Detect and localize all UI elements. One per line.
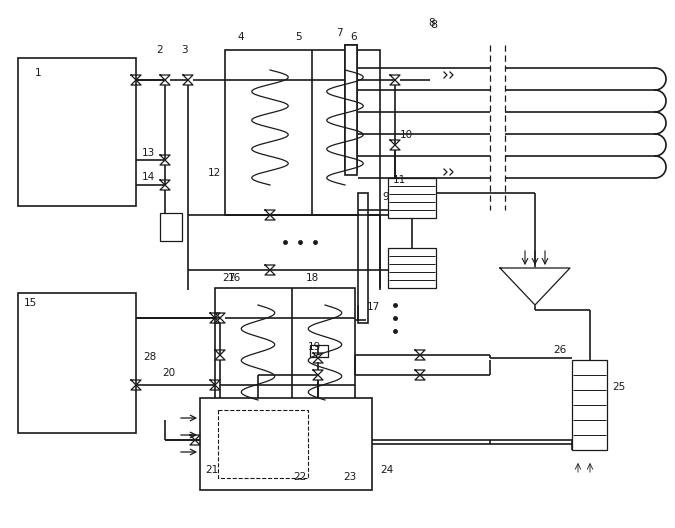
Text: 25: 25 [612, 382, 625, 392]
Text: 1: 1 [35, 68, 42, 78]
Text: 20: 20 [162, 368, 175, 378]
Bar [160, 213, 182, 241]
Text: 18: 18 [306, 273, 319, 283]
Text: 22: 22 [293, 472, 306, 482]
Text: 2: 2 [156, 45, 163, 55]
Text: 23: 23 [343, 472, 356, 482]
Text: 6: 6 [350, 32, 356, 42]
Bar [358, 193, 368, 323]
Text: 16: 16 [228, 273, 241, 283]
Text: 19: 19 [308, 342, 321, 352]
Bar [215, 288, 355, 418]
Bar [310, 345, 328, 357]
Bar [388, 248, 436, 288]
Bar [345, 45, 357, 175]
Text: 27: 27 [222, 273, 236, 283]
Bar [572, 360, 607, 450]
Polygon shape [500, 268, 570, 305]
Circle shape [318, 422, 362, 466]
Text: 8: 8 [430, 20, 437, 30]
Text: 10: 10 [400, 130, 413, 140]
Text: 15: 15 [24, 298, 37, 308]
Text: 24: 24 [380, 465, 394, 475]
Bar [18, 293, 136, 433]
Text: 7: 7 [336, 28, 343, 38]
Text: 9: 9 [382, 192, 389, 202]
Bar [18, 58, 136, 206]
Text: 17: 17 [367, 302, 380, 312]
Text: 3: 3 [181, 45, 188, 55]
Text: 13: 13 [142, 148, 155, 158]
Text: 12: 12 [208, 168, 221, 178]
Text: 28: 28 [143, 352, 156, 362]
Bar [345, 45, 357, 170]
Text: 14: 14 [142, 172, 155, 182]
Text: 8: 8 [428, 18, 435, 28]
Bar [200, 398, 372, 490]
Bar [225, 50, 380, 215]
Text: 21: 21 [205, 465, 218, 475]
Text: 5: 5 [295, 32, 302, 42]
Bar [388, 178, 436, 218]
Text: 4: 4 [237, 32, 244, 42]
Text: 26: 26 [553, 345, 566, 355]
Bar [218, 410, 308, 478]
Text: 11: 11 [393, 175, 406, 185]
